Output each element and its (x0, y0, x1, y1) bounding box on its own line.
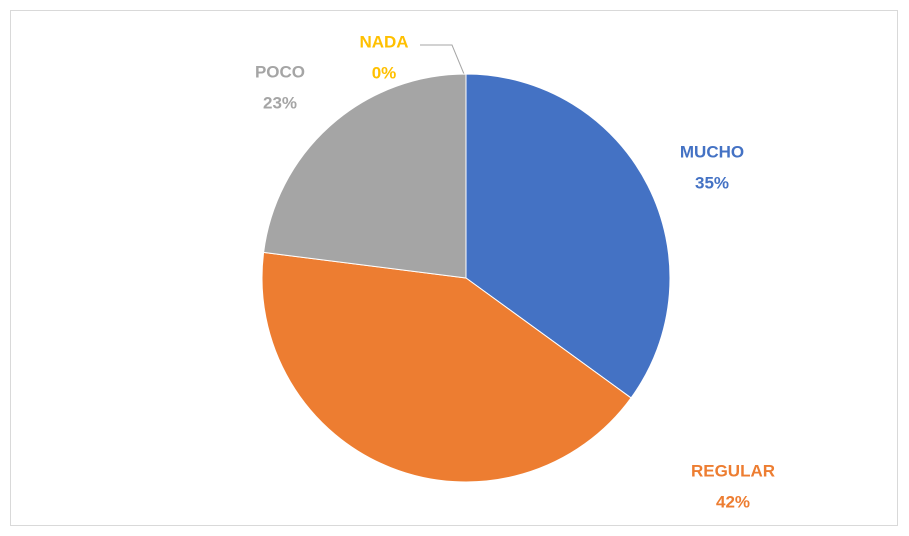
slice-value-label: 23% (263, 93, 297, 112)
slice-value-label: 0% (372, 63, 397, 82)
slice-value-label: 35% (695, 173, 729, 192)
slice-category-label: MUCHO (680, 142, 744, 161)
leader-line (420, 44, 465, 75)
slice-category-label: REGULAR (691, 461, 775, 480)
pie-slice (261, 251, 632, 483)
slice-value-label: 42% (716, 492, 750, 511)
slice-category-label: NADA (359, 32, 408, 51)
slice-category-label: POCO (255, 62, 305, 81)
pie-slice (465, 73, 671, 399)
pie-slice (263, 73, 467, 279)
